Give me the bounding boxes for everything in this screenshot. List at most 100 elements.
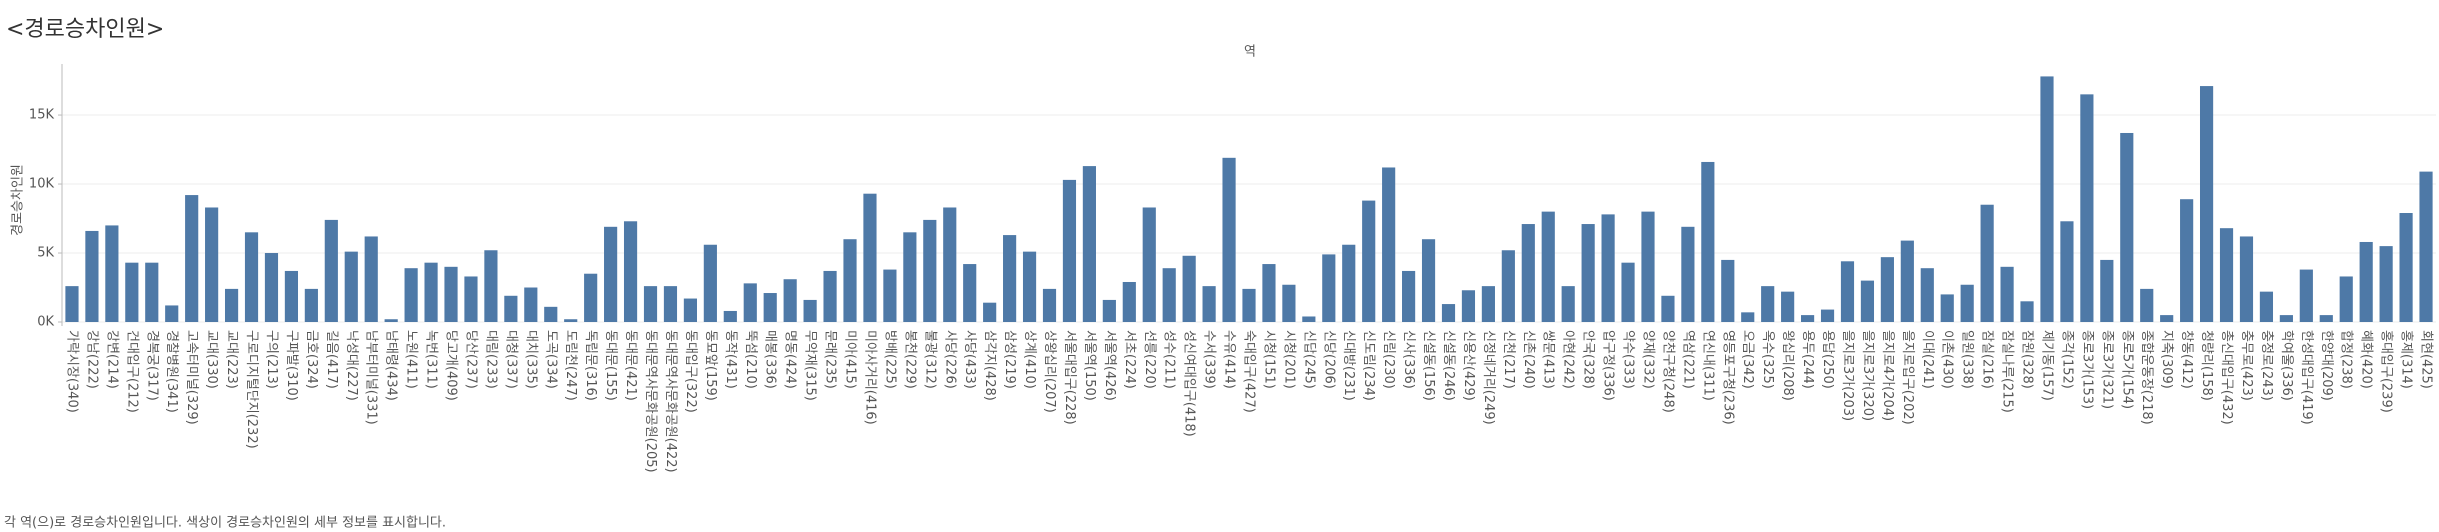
bar: [1920, 268, 1934, 322]
x-tick-label: 일원(338): [1960, 330, 1975, 389]
x-tick-label: 명동(424): [783, 330, 798, 389]
bar: [2080, 94, 2094, 323]
x-tick-label: 지축(309): [2159, 330, 2174, 389]
bar: [1122, 281, 1136, 322]
bar: [604, 226, 618, 322]
x-tick-label: 교대(330): [204, 330, 219, 389]
bar: [1042, 288, 1057, 322]
x-tick-label: 신설동(156): [1421, 330, 1436, 401]
x-tick-label: 강변(214): [104, 330, 119, 389]
bar: [105, 225, 119, 322]
bar: [264, 253, 279, 322]
x-tick-label: 구의(213): [264, 330, 279, 389]
x-tick-label: 신대방(231): [1341, 330, 1356, 401]
bar: [2000, 266, 2014, 322]
x-tick-label: 구로디지털단지(232): [244, 330, 259, 449]
bar: [544, 306, 558, 322]
bar: [723, 310, 737, 322]
x-tick-label: 수서(339): [1202, 330, 1217, 389]
x-tick-label: 무악재(315): [803, 330, 818, 401]
bar: [1162, 268, 1176, 322]
x-tick-label: 종로3가(153): [2079, 330, 2094, 409]
x-tick-label: 을지로3가(320): [1860, 330, 1875, 421]
bar: [224, 288, 239, 322]
x-tick-label: 약수(333): [1621, 330, 1636, 389]
x-tick-label: 당산(237): [463, 330, 478, 389]
bar: [2339, 276, 2353, 322]
x-tick-label: 교대(223): [224, 330, 239, 389]
x-tick-label: 고속터미널(329): [184, 330, 199, 425]
bar: [1182, 255, 1196, 322]
x-tick-label: 대림(233): [483, 330, 498, 389]
x-tick-label: 건대입구(212): [124, 330, 139, 413]
x-tick-label: 뚝섬(210): [743, 330, 758, 389]
x-tick-label: 아현(242): [1561, 330, 1576, 389]
x-tick-label: 매봉(336): [763, 330, 778, 389]
x-tick-label: 합정(238): [2339, 330, 2354, 389]
x-tick-label: 종로5가(154): [2119, 330, 2134, 409]
bar: [2219, 228, 2234, 322]
bar: [584, 273, 598, 322]
bar: [244, 232, 259, 322]
y-tick-label: 10K: [29, 177, 55, 192]
x-tick-label: 잠원(328): [2020, 330, 2035, 389]
bar: [1302, 316, 1316, 322]
x-tick-label: 신도림(234): [1361, 330, 1376, 401]
bar: [524, 287, 538, 322]
bar: [1062, 179, 1077, 322]
x-tick-label: 역삼(221): [1680, 330, 1695, 389]
x-tick-label: 방배(225): [882, 330, 897, 389]
x-tick-label: 충무로(423): [2239, 330, 2254, 401]
bar: [663, 286, 678, 322]
bar: [1980, 204, 1994, 322]
bar: [1421, 239, 1436, 322]
x-tick-label: 상왕십리(207): [1042, 330, 1057, 413]
bar: [384, 319, 398, 322]
bar: [2319, 315, 2333, 322]
y-tick-label: 5K: [37, 246, 54, 261]
bar: [2100, 259, 2114, 322]
bar: [1322, 254, 1336, 322]
x-tick-label: 가락시장(340): [64, 330, 79, 413]
bar: [564, 319, 578, 322]
x-tick-label: 압구정(336): [1601, 330, 1616, 401]
bar: [2160, 315, 2174, 322]
bar: [165, 305, 179, 322]
bar: [1262, 264, 1276, 322]
bar: [2419, 171, 2433, 322]
bar: [344, 251, 358, 322]
x-tick-label: 용두(244): [1800, 330, 1815, 389]
bar: [424, 262, 438, 322]
bar: [1840, 261, 1855, 322]
bar: [1681, 226, 1695, 322]
bar: [1940, 294, 1954, 322]
x-tick-label: 시청(151): [1261, 330, 1276, 389]
x-tick-label: 창동(412): [2179, 330, 2194, 389]
x-tick-label: 서울대입구(228): [1062, 330, 1077, 425]
bar: [1641, 211, 1655, 322]
bar: [923, 219, 937, 322]
x-tick-label: 대치(335): [523, 330, 538, 389]
y-tick-label: 0K: [37, 315, 54, 330]
bar: [2279, 315, 2293, 322]
x-tick-label: 학여울(336): [2279, 330, 2294, 401]
bar: [1282, 284, 1296, 322]
bar: [2180, 199, 2194, 322]
bar: [1382, 167, 1396, 322]
x-tick-label: 미아(415): [843, 330, 858, 389]
bar: [843, 239, 857, 322]
x-tick-label: 녹번(311): [424, 330, 439, 389]
x-tick-label: 불광(312): [922, 330, 937, 389]
bar: [1701, 161, 1715, 322]
bar: [85, 230, 99, 322]
bar: [1003, 235, 1017, 322]
bar: [1960, 284, 1974, 322]
footnote: 각 역(으)로 경로승차인원입니다. 색상이 경로승차인원의 세부 정보를 표시…: [4, 516, 446, 531]
x-tick-label: 신설동(246): [1441, 330, 1456, 401]
x-tick-label: 신용산(429): [1461, 330, 1476, 401]
bar: [1661, 295, 1675, 322]
x-tick-label: 수유(414): [1222, 330, 1237, 389]
x-tick-label: 총신대입구(432): [2219, 330, 2234, 425]
bar: [1022, 251, 1037, 322]
bar: [2299, 269, 2313, 322]
